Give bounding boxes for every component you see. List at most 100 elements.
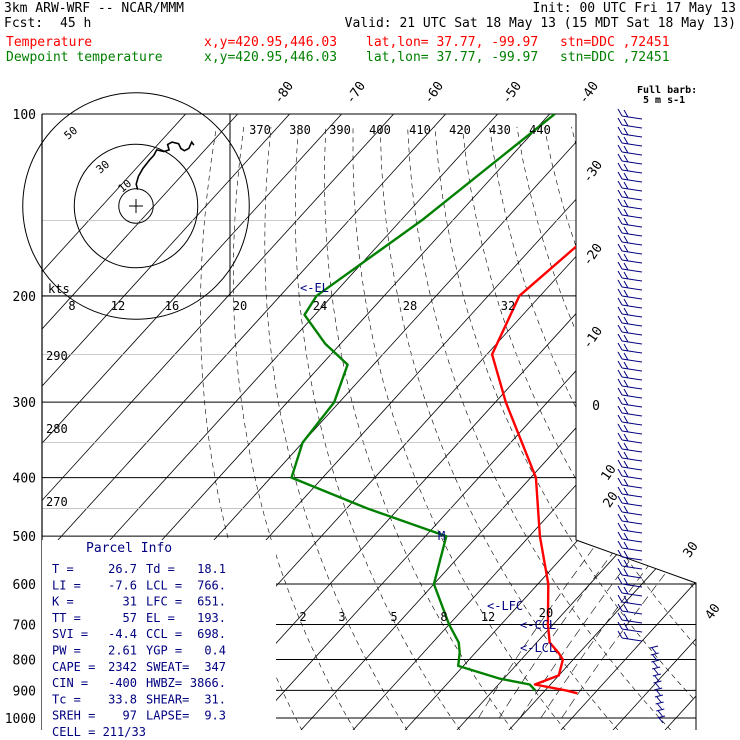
dry-adiabat-line — [352, 126, 567, 730]
wind-barb — [617, 549, 623, 558]
wind-barb — [623, 433, 629, 442]
isotherm-label: 10 — [598, 462, 619, 483]
moist-adiabat-line — [478, 442, 675, 719]
wind-barb — [623, 397, 629, 406]
wind-barb — [617, 351, 623, 360]
wind-barb — [617, 468, 623, 477]
isotherm-label: 30 — [680, 539, 701, 560]
parcel-stat-label: CAPE = — [52, 660, 95, 674]
parcel-stat-label: LFC = — [146, 595, 182, 609]
parcel-stat-label: SREH = — [52, 709, 95, 723]
wind-barb — [654, 675, 660, 682]
wind-barb — [623, 154, 629, 163]
isotherm-line — [560, 114, 696, 730]
theta-label: 410 — [409, 123, 431, 137]
isotherm-label: -30 — [580, 158, 606, 186]
wind-barb — [623, 451, 629, 460]
parcel-stat-value: 31 — [123, 595, 137, 609]
wind-barb — [623, 217, 629, 226]
wind-barb — [617, 360, 623, 369]
wind-barb — [623, 271, 629, 280]
wind-barb — [623, 460, 629, 469]
theta-left-label: 280 — [46, 422, 68, 436]
isotherm-line — [42, 114, 251, 730]
wind-barb — [621, 304, 643, 309]
isotherm-line — [716, 101, 740, 731]
hodograph-trace — [135, 140, 195, 190]
wind-barb — [621, 637, 643, 642]
wind-barb — [617, 153, 623, 162]
pressure-tick-label: 1000 — [5, 712, 36, 727]
wind-barb — [617, 630, 623, 639]
wind-barb — [617, 378, 623, 387]
legend-dewpoint-name: Dewpoint temperature — [6, 50, 163, 65]
hodograph-axis-label: kts — [48, 282, 70, 296]
wind-barb — [621, 466, 643, 471]
parcel-stat-value: 347 — [204, 660, 226, 674]
parcel-stat-value: -7.6 — [108, 578, 137, 592]
parcel-stat-value: 766. — [197, 578, 226, 592]
wind-barb — [623, 325, 629, 334]
dry-adiabat-line — [434, 126, 696, 730]
wind-barb — [617, 495, 623, 504]
wind-barb — [617, 261, 623, 270]
wind-barb — [617, 180, 623, 189]
parcel-stat-label: K = — [52, 595, 74, 609]
isotherm-label: -80 — [271, 79, 297, 107]
wind-barb — [623, 298, 629, 307]
model-title: 3km ARW-WRF -- NCAR/MMM — [4, 1, 185, 16]
wind-barb — [617, 207, 623, 216]
wind-barb — [623, 163, 629, 172]
isotherm-line — [300, 114, 696, 730]
wind-barb — [617, 540, 623, 549]
pressure-tick-label: 400 — [13, 472, 36, 487]
wind-barb — [623, 631, 629, 640]
hodograph-ring — [118, 188, 154, 224]
hodograph-ring — [73, 143, 199, 269]
ccl-marker: <-CCL — [520, 618, 556, 632]
wind-barb — [651, 647, 657, 654]
isotherm-label: -40 — [576, 79, 602, 107]
wind-barb — [621, 565, 643, 570]
barb-note-line1: Full barb: — [637, 85, 697, 96]
mixing-ratio-label: 12 — [481, 610, 495, 624]
wind-barb — [621, 520, 643, 525]
wind-barb — [621, 322, 643, 327]
wind-barb — [623, 379, 629, 388]
wind-barb — [617, 333, 623, 342]
parcel-stat-label: PW = — [52, 644, 81, 658]
wind-barb — [617, 450, 623, 459]
parcel-stat-label: T = — [52, 562, 74, 576]
wind-barb — [623, 226, 629, 235]
wind-barb — [617, 342, 623, 351]
wind-barb — [617, 369, 623, 378]
wind-barb — [621, 313, 643, 318]
wind-barb — [623, 442, 629, 451]
wind-barb — [653, 661, 658, 668]
wind-barb — [621, 439, 643, 444]
theta-left-label: 270 — [46, 495, 68, 509]
wind-barb — [621, 295, 643, 300]
wind-barb — [621, 277, 643, 282]
moist-adiabat-line — [561, 442, 696, 719]
wind-barb — [621, 331, 643, 336]
wind-barb — [617, 171, 623, 180]
wind-barb — [651, 659, 660, 663]
pressure-tick-label: 700 — [13, 618, 36, 633]
mixing-ratio-label: 5 — [390, 610, 397, 624]
wind-barb — [621, 484, 643, 489]
dry-adiabat-line — [708, 127, 740, 731]
parcel-stat-label: SVI = — [52, 627, 88, 641]
wind-barb — [623, 388, 629, 397]
wind-barb — [623, 541, 629, 550]
wind-barb — [621, 628, 643, 633]
forecast-label: Fcst: — [4, 16, 44, 31]
wind-barb — [617, 234, 623, 243]
parcel-stat-label: EL = — [146, 611, 175, 625]
parcel-info-title: Parcel Info — [86, 541, 172, 556]
wind-barb — [617, 189, 623, 198]
wind-barb — [617, 486, 623, 495]
wind-barb — [649, 645, 659, 649]
wind-barb — [621, 601, 643, 606]
pressure-tick-label: 600 — [13, 578, 36, 593]
